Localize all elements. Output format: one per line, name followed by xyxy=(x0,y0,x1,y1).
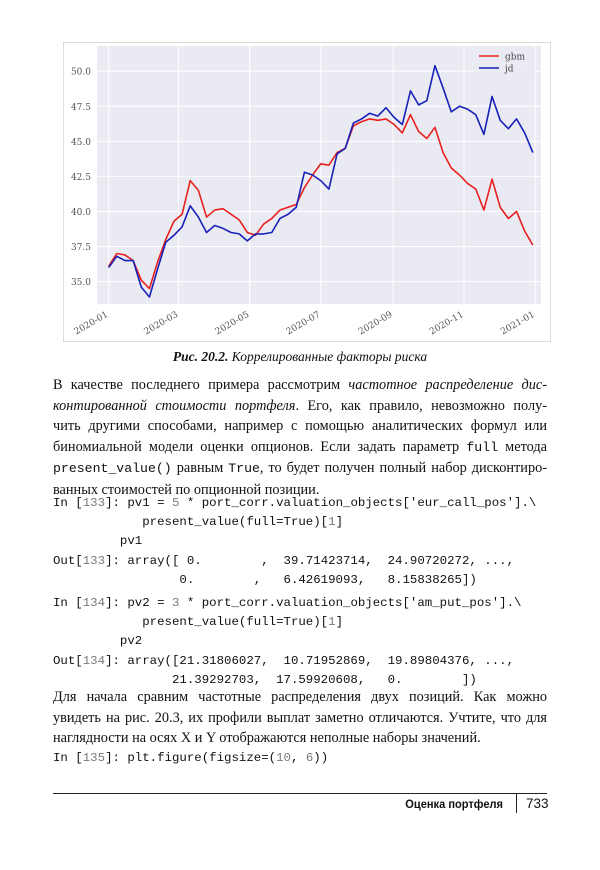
code-block-pv1: In [133]: pv1 = 5 * port_corr.valuation_… xyxy=(53,494,553,590)
code-line: present_value(full=True)[1] xyxy=(53,613,553,632)
body-text: . Его, как правило, невозможно полу- xyxy=(295,397,548,414)
footer-section-title: Оценка портфеля xyxy=(405,797,503,811)
paragraph-intro-line: биномиальной модели оценки опционов. Есл… xyxy=(53,437,547,459)
y-tick-label: 47.5 xyxy=(71,103,91,113)
legend-box xyxy=(473,47,535,77)
code-line: 21.39292703, 17.59920608, 0. ]) xyxy=(53,671,553,690)
emphasis-text: контированной стоимости портфеля xyxy=(53,397,296,414)
body-text: Для начала сравним частотные распределен… xyxy=(53,689,547,705)
body-text: В качестве последнего примера рассмотрим xyxy=(53,377,349,393)
code-text: In [ xyxy=(53,596,83,610)
legend-label-gbm: gbm xyxy=(505,53,526,63)
body-text: увидеть на рис. 20.3, их профили выплат … xyxy=(53,709,547,726)
code-text: pv2 xyxy=(53,634,143,649)
plot-area xyxy=(97,46,541,304)
code-number: 134 xyxy=(82,653,106,668)
caption-text: Коррелированные факторы риска xyxy=(228,349,428,364)
code-number: 133 xyxy=(82,496,106,510)
code-number: 6 xyxy=(305,751,314,765)
series-line-gbm xyxy=(107,113,534,290)
code-text: present_value(full=True)[ xyxy=(53,615,329,630)
code-text: ]: pv1 = xyxy=(105,496,172,510)
code-number: 1 xyxy=(328,615,336,630)
code-number: 135 xyxy=(82,751,106,765)
code-line: Out[134]: array([21.31806027, 10.7195286… xyxy=(53,652,553,671)
paragraph-intro: В качестве последнего примера рассмотрим… xyxy=(53,375,547,501)
y-tick-label: 35.0 xyxy=(71,278,91,288)
body-text: , то будет получен полный набор дисконти… xyxy=(259,460,547,477)
body-text: наглядности на осях X и Y отображаются н… xyxy=(53,730,481,747)
code-block-pv2: In [134]: pv2 = 3 * port_corr.valuation_… xyxy=(53,594,553,690)
body-text: ванных стоимостей по опционной позиции. xyxy=(53,481,320,498)
paragraph-intro-line: чить другими способами, например с помощ… xyxy=(53,416,547,437)
page-number: 733 xyxy=(526,796,549,811)
code-text: ] xyxy=(335,615,343,630)
risk-factor-chart: 35.0 37.5 40.0 42.5 45.0 47.5 50.0 2020-01 2020-… xyxy=(63,42,551,342)
code-text: In [ xyxy=(53,751,83,765)
code-line: pv2 xyxy=(53,632,553,651)
paragraph-intro-line: В качестве последнего примера рассмотрим… xyxy=(53,375,547,396)
y-tick-label: 37.5 xyxy=(71,243,91,253)
code-text: In [ xyxy=(53,496,83,510)
y-tick-label: 45.0 xyxy=(71,138,91,148)
paragraph-comparison: Для начала сравним частотные распределен… xyxy=(53,687,547,749)
emphasis-text: частотное распределение дис- xyxy=(348,377,547,393)
code-number: 134 xyxy=(82,596,106,610)
code-line: In [135]: plt.figure(figsize=(10, 6)) xyxy=(53,749,553,768)
code-text: ]: array([21.31806027, 10.71952869, 19.8… xyxy=(105,653,515,668)
y-tick-label: 50.0 xyxy=(71,68,91,78)
figure-caption: Рис. 20.2. Коррелированные факторы риска xyxy=(0,349,600,365)
code-text: Out[ xyxy=(53,553,83,568)
y-tick-label: 42.5 xyxy=(71,173,91,183)
code-line: present_value(full=True)[1] xyxy=(53,513,553,532)
code-text: * port_corr.valuation_objects['eur_call_… xyxy=(179,496,537,510)
footer-separator xyxy=(516,794,517,813)
code-number: 5 xyxy=(171,496,180,510)
code-text: ]: array([ 0. , 39.71423714, 24.90720272… xyxy=(105,553,515,568)
paragraph-intro-line: present_value() равным True, то будет по… xyxy=(53,458,547,480)
code-number: 133 xyxy=(82,553,106,568)
body-text: метода xyxy=(497,438,547,455)
code-text: )) xyxy=(313,751,329,765)
body-text: равным xyxy=(171,460,229,477)
code-number: 3 xyxy=(171,596,180,610)
code-text: pv1 xyxy=(53,534,143,549)
code-text: Out[ xyxy=(53,653,83,668)
paragraph-intro-line: контированной стоимости портфеля. Его, к… xyxy=(53,396,547,417)
code-number: 10 xyxy=(276,751,291,765)
code-text: ] xyxy=(335,515,343,530)
code-text: 0. , 6.42619093, 8.15838265]) xyxy=(53,572,477,587)
code-text: ]: pv2 = xyxy=(105,596,172,610)
paragraph-comparison-line: наглядности на осях X и Y отображаются н… xyxy=(53,728,547,749)
code-text: , xyxy=(290,751,306,765)
code-line: In [134]: pv2 = 3 * port_corr.valuation_… xyxy=(53,594,553,613)
inline-code: full xyxy=(466,439,498,455)
footer-rule xyxy=(53,793,547,794)
paragraph-intro-line: ванных стоимостей по опционной позиции. xyxy=(53,480,547,501)
code-text: ]: plt.figure(figsize=( xyxy=(105,751,277,765)
paragraph-comparison-line: увидеть на рис. 20.3, их профили выплат … xyxy=(53,708,547,729)
code-line: 0. , 6.42619093, 8.15838265]) xyxy=(53,571,553,590)
code-text: 21.39292703, 17.59920608, 0. ]) xyxy=(53,672,477,687)
code-line: In [133]: pv1 = 5 * port_corr.valuation_… xyxy=(53,494,553,513)
code-text: * port_corr.valuation_objects['am_put_po… xyxy=(179,596,522,610)
paragraph-comparison-line: Для начала сравним частотные распределен… xyxy=(53,687,547,708)
legend-label-jd: jd xyxy=(504,65,514,75)
series-line-jd xyxy=(108,64,534,298)
caption-prefix: Рис. 20.2. xyxy=(172,349,229,364)
body-text: биномиальной модели оценки опционов. Есл… xyxy=(53,438,467,455)
code-number: 1 xyxy=(328,515,336,530)
inline-code: present_value() xyxy=(53,461,172,477)
code-text: present_value(full=True)[ xyxy=(53,515,329,530)
inline-code: True xyxy=(228,461,260,477)
code-line: pv1 xyxy=(53,532,553,551)
body-text: чить другими способами, например с помощ… xyxy=(53,418,547,435)
y-tick-label: 40.0 xyxy=(71,208,91,218)
code-line: Out[133]: array([ 0. , 39.71423714, 24.9… xyxy=(53,552,553,571)
code-block-figure: In [135]: plt.figure(figsize=(10, 6)) xyxy=(53,749,553,768)
